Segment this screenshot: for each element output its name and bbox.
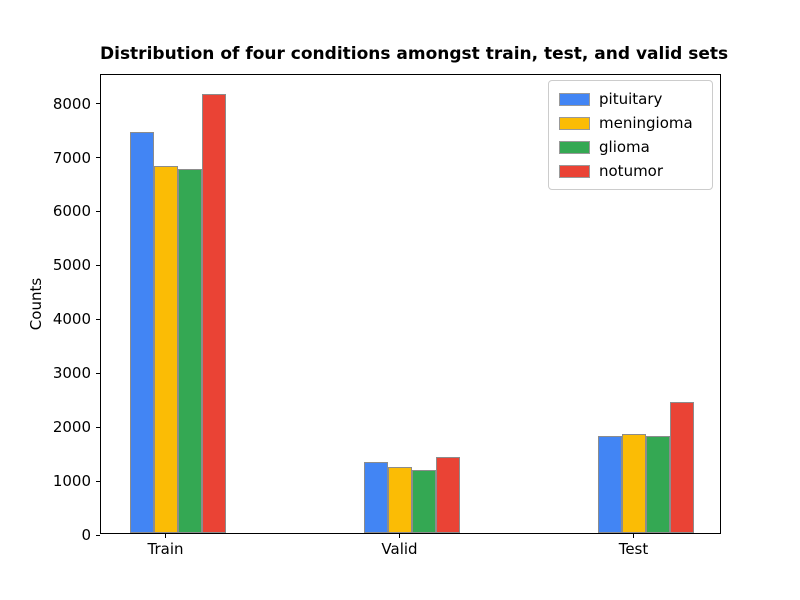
legend-swatch-pituitary [559, 92, 590, 106]
chart-title: Distribution of four conditions amongst … [100, 44, 729, 64]
x-tick-label-train: Train [147, 540, 184, 558]
y-tick-mark [96, 426, 100, 428]
y-tick-mark [96, 210, 100, 212]
y-tick-mark [96, 318, 100, 320]
y-tick-label: 7000 [52, 148, 91, 167]
bar-train-pituitary [129, 132, 154, 533]
legend-swatch-glioma [559, 140, 590, 154]
y-tick-label: 1000 [52, 472, 91, 491]
x-tick-mark [633, 534, 634, 538]
y-tick-mark [96, 534, 100, 536]
bar-valid-pituitary [363, 461, 388, 533]
y-tick-label: 2000 [52, 418, 91, 437]
bar-train-notumor [201, 94, 226, 533]
legend-item-glioma: glioma [559, 137, 702, 156]
y-tick-label: 8000 [52, 94, 91, 113]
y-tick-mark [96, 157, 100, 158]
bar-valid-meningioma [387, 466, 412, 533]
legend-label-pituitary: pituitary [599, 89, 663, 108]
legend-label-glioma: glioma [599, 137, 650, 156]
x-tick-mark [165, 534, 166, 538]
y-tick-label: 4000 [52, 310, 91, 329]
legend-label-meningioma: meningioma [599, 113, 693, 132]
y-tick-label: 0 [81, 526, 91, 544]
legend-swatch-notumor [559, 164, 590, 178]
y-tick-label: 3000 [52, 364, 91, 383]
bar-train-meningioma [153, 166, 178, 533]
y-tick-label: 5000 [52, 256, 91, 275]
bar-test-notumor [669, 402, 694, 533]
y-tick-mark [96, 480, 100, 482]
bar-valid-glioma [411, 470, 436, 533]
legend-swatch-meningioma [559, 116, 590, 130]
legend: pituitary meningioma glioma notumor [548, 80, 713, 190]
y-tick-mark [96, 264, 100, 266]
legend-item-pituitary: pituitary [559, 89, 702, 108]
bar-test-pituitary [597, 435, 622, 533]
y-tick-mark [96, 372, 100, 374]
legend-label-notumor: notumor [599, 161, 664, 180]
bar-valid-notumor [435, 456, 460, 533]
x-tick-mark [399, 534, 400, 538]
bar-test-glioma [645, 436, 670, 533]
y-tick-label: 6000 [52, 202, 91, 221]
y-tick-mark [96, 103, 100, 105]
x-tick-label-valid: Valid [381, 540, 418, 558]
legend-item-meningioma: meningioma [559, 113, 702, 132]
x-tick-label-test: Test [618, 540, 649, 558]
bar-train-glioma [177, 169, 202, 533]
legend-item-notumor: notumor [559, 161, 702, 180]
bar-test-meningioma [621, 434, 646, 533]
